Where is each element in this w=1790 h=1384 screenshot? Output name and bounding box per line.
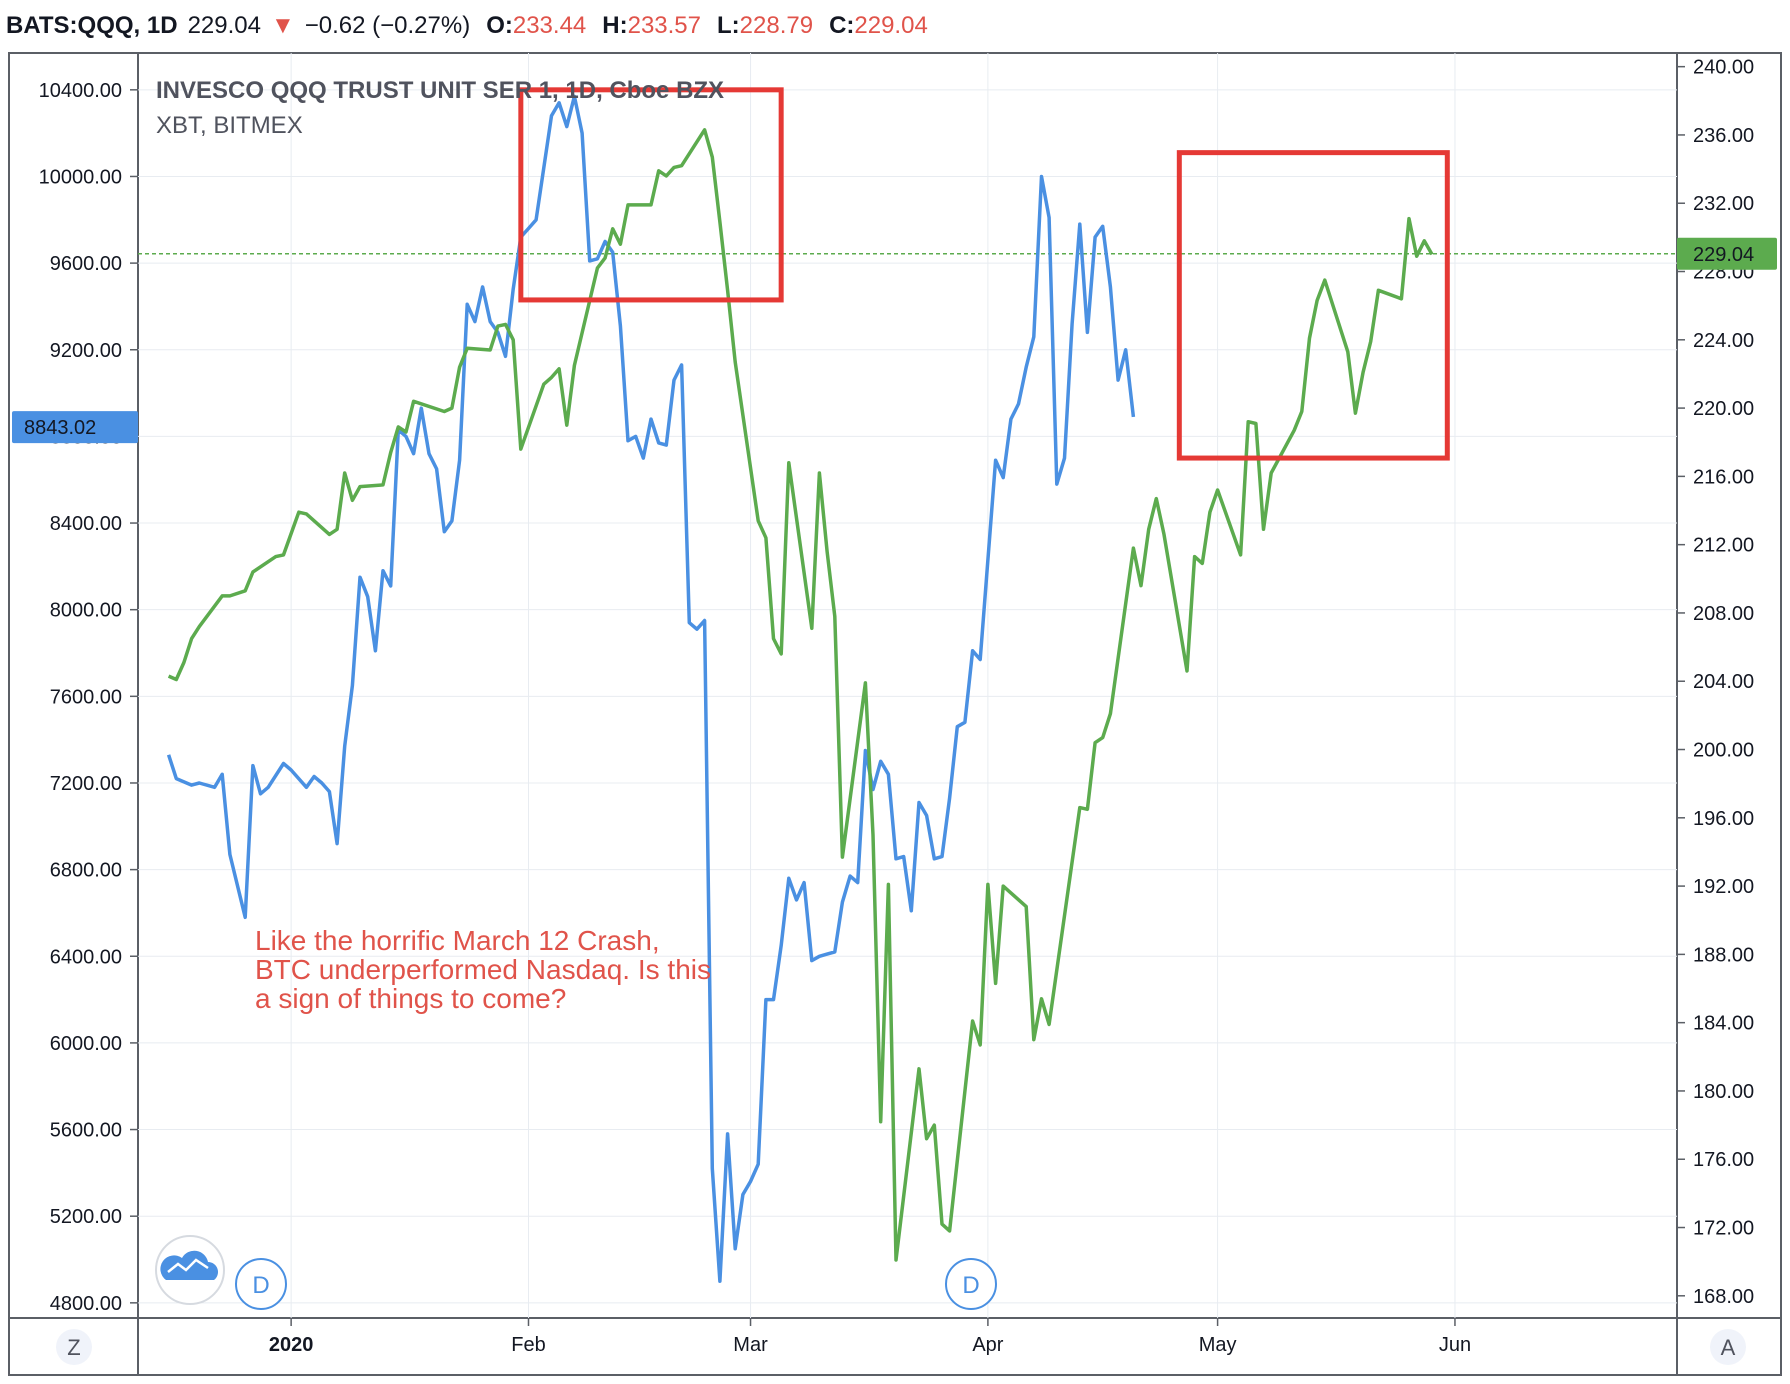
auto-scale-button[interactable]: A [1710,1329,1746,1365]
right-tick-label: 168.00 [1693,1286,1754,1308]
right-tick-label: 212.00 [1693,535,1754,557]
left-tick-label: 5200.00 [50,1206,122,1228]
right-tick-label: 216.00 [1693,466,1754,488]
left-tick-label: 10400.00 [39,80,122,102]
right-tick-label: 196.00 [1693,808,1754,830]
left-tick-label: 7200.00 [50,773,122,795]
symbol-header: BATS:QQQ, 1D 229.04 ▼ −0.62 (−0.27%) O:2… [6,6,928,46]
legend-main: INVESCO QQQ TRUST UNIT SER 1, 1D, Cboe B… [156,77,724,104]
last-price: 229.04 [187,12,261,39]
down-arrow-icon: ▼ [270,12,295,39]
dividend-marker-1[interactable]: D [235,1258,287,1310]
dividend-marker-2[interactable]: D [945,1258,997,1310]
right-tick-label: 224.00 [1693,330,1754,352]
left-price-axis[interactable]: 10400.0010000.009600.009200.008800.00840… [39,80,138,1315]
right-tick-label: 184.00 [1693,1013,1754,1035]
left-tick-label: 6400.00 [50,946,122,968]
time-tick-label: Feb [511,1334,545,1356]
right-tick-label: 232.00 [1693,193,1754,215]
left-tick-label: 4800.00 [50,1293,122,1315]
logo-badge[interactable] [155,1235,225,1305]
time-tick-label: 2020 [269,1334,314,1356]
left-tick-label: 6800.00 [50,860,122,882]
chart-frame [8,52,1782,1376]
qqq-series-line[interactable] [167,128,1434,1262]
time-tick-label: Mar [733,1334,768,1356]
legend-compare: XBT, BITMEX [156,112,303,139]
time-tick-label: Apr [972,1334,1003,1356]
symbol-label: BATS:QQQ, 1D [6,12,178,39]
close-value: 229.04 [854,12,928,39]
low-value: 228.79 [739,12,814,39]
right-tick-label: 192.00 [1693,876,1754,898]
highlight-box [1176,150,1450,461]
grid [138,53,1677,1318]
close-label: C: [829,12,855,39]
left-price-tag: 8843.02 [12,411,138,444]
left-tick-label: 6000.00 [50,1033,122,1055]
right-tick-label: 220.00 [1693,398,1754,420]
annotation-line-3: a sign of things to come? [255,983,566,1014]
low-label: L: [717,12,740,39]
auto-scale-label: A [1721,1335,1736,1360]
time-tick-label: Jun [1439,1334,1471,1356]
series-group [166,94,1434,1283]
highlight-box [518,87,784,303]
left-price-tag-text: 8843.02 [24,417,96,439]
annotation-line-1: Like the horrific March 12 Crash, [255,925,660,956]
time-axis[interactable]: 2020 Feb Mar Apr May Jun [269,1318,1471,1356]
left-tick-label: 9600.00 [50,253,122,275]
left-tick-label: 7600.00 [50,686,122,708]
high-label: H: [602,12,628,39]
left-tick-label: 8000.00 [50,600,122,622]
dividend-marker-label: D [962,1272,979,1299]
dividend-marker-label: D [252,1272,269,1299]
zoom-z-button[interactable]: Z [56,1329,92,1365]
price-change: −0.62 (−0.27%) [304,12,471,39]
annotation-line-2: BTC underperformed Nasdaq. Is this [255,954,711,985]
high-value: 233.57 [627,12,701,39]
left-tick-label: 5600.00 [50,1120,122,1142]
right-tick-label: 208.00 [1693,603,1754,625]
right-tick-label: 236.00 [1693,125,1754,147]
right-tick-label: 240.00 [1693,57,1754,79]
btc-series-line[interactable] [166,94,1136,1283]
right-price-axis[interactable]: 240.00236.00232.00228.00224.00220.00216.… [1677,57,1754,1308]
right-tick-label: 200.00 [1693,740,1754,762]
right-tick-label: 180.00 [1693,1081,1754,1103]
right-tick-label: 204.00 [1693,671,1754,693]
right-tick-label: 188.00 [1693,944,1754,966]
open-value: 233.44 [512,12,587,39]
right-price-tag: 229.04 [1677,237,1777,270]
right-tick-label: 176.00 [1693,1149,1754,1171]
left-tick-label: 9200.00 [50,340,122,362]
right-tick-label: 172.00 [1693,1218,1754,1240]
zoom-z-label: Z [67,1335,80,1360]
left-tick-label: 10000.00 [39,166,122,188]
open-label: O: [486,12,513,39]
time-tick-label: May [1199,1334,1237,1356]
right-price-tag-text: 229.04 [1693,244,1754,266]
left-tick-label: 8400.00 [50,513,122,535]
highlight-boxes [518,87,1450,461]
